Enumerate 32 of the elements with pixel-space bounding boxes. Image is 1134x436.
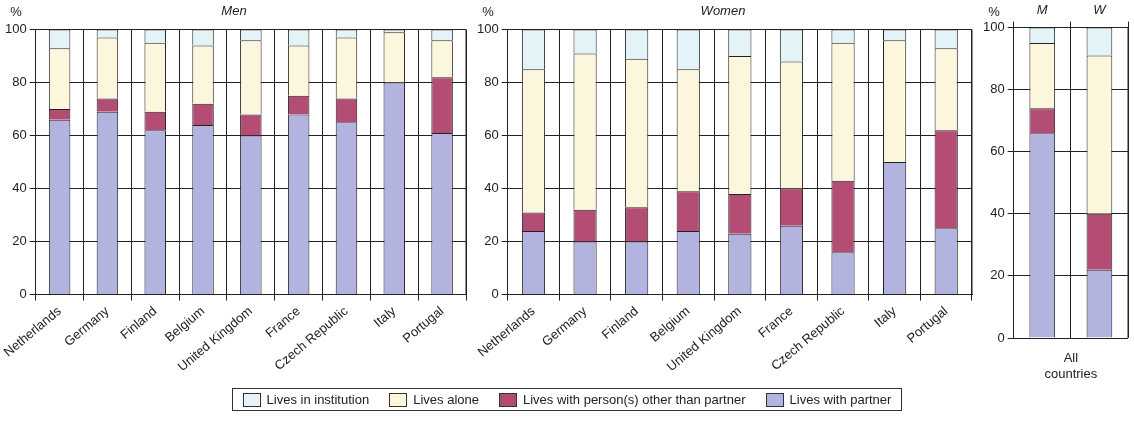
legend-label: Lives in institution [266,392,370,407]
y-tick-label: 60 [12,127,27,143]
y-axis-title: % [482,3,495,19]
legend-label: Lives with person(s) other than partner [522,392,746,407]
y-tick-label: 0 [491,286,499,302]
y-tick-label: 20 [990,267,1005,283]
y-tick-label: 80 [12,74,27,90]
x-tick-label: M [1036,2,1048,18]
y-tick-label: 100 [982,19,1005,35]
chart-title: Men [221,3,247,19]
y-axis-title: % [10,3,23,19]
legend-label: Lives alone [413,392,479,407]
y-axis-title: % [988,3,1001,19]
y-tick-label: 0 [19,286,27,302]
y-tick-label: 80 [990,81,1005,97]
chart-title: Women [700,3,746,19]
y-tick-label: 100 [4,21,27,37]
y-tick-label: 20 [484,233,499,249]
y-tick-label: 40 [12,180,27,196]
y-tick-label: 40 [484,180,499,196]
x-tick-label: Italy [370,302,399,330]
x-tick-label: Italy [870,302,900,330]
y-tick-label: 60 [484,127,499,143]
y-tick-label: 60 [990,143,1005,159]
legend-label: Lives with partner [789,392,892,407]
x-axis-title: All countries [1044,350,1098,382]
y-tick-label: 0 [997,329,1005,345]
y-tick-label: 80 [484,74,499,90]
y-tick-label: 100 [476,21,499,37]
y-tick-label: 20 [12,233,27,249]
y-tick-label: 40 [990,205,1005,221]
x-tick-label: W [1093,2,1108,18]
